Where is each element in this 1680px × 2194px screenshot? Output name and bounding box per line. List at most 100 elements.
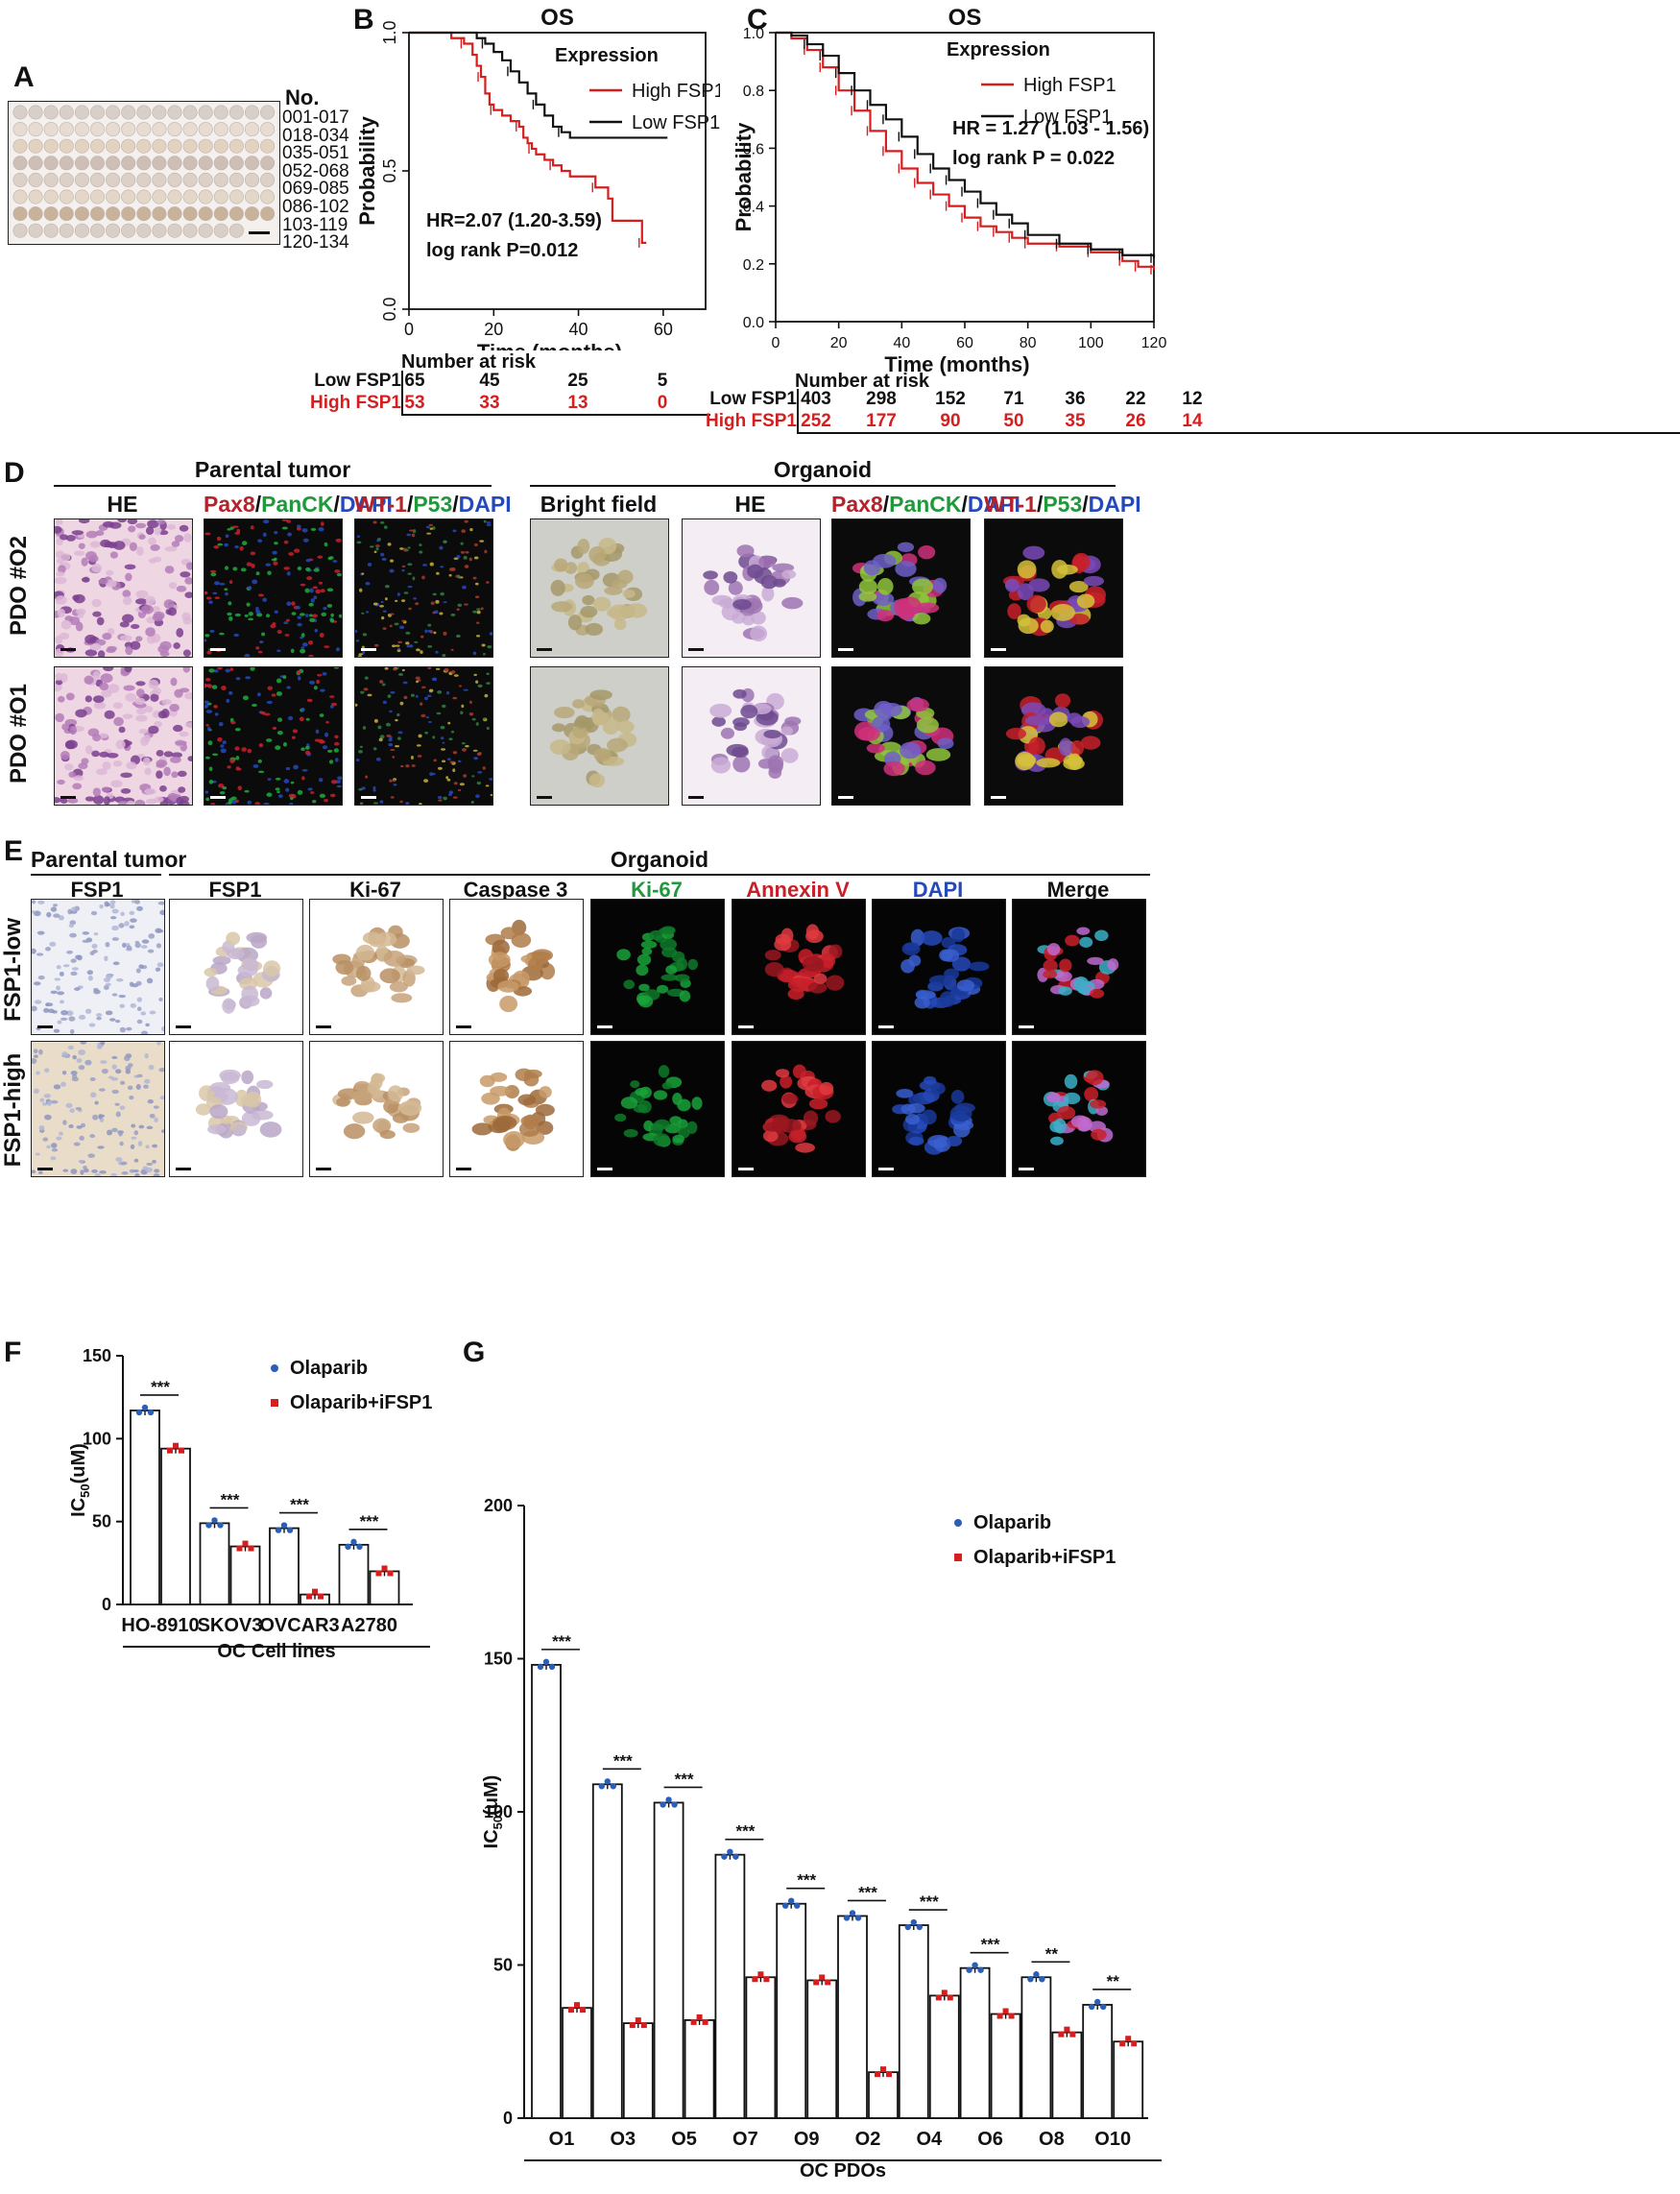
data-point — [696, 2013, 703, 2020]
tma-core — [167, 105, 182, 120]
tma-row-label: 086-102 — [282, 196, 349, 217]
risk-count: 35 — [1065, 411, 1086, 431]
scale-bar — [878, 1168, 894, 1170]
tma-core — [228, 156, 244, 171]
data-point — [548, 1663, 556, 1671]
risk-count: 13 — [567, 393, 588, 413]
panel-letter-d: D — [4, 457, 25, 489]
legend-title: Expression — [947, 39, 1050, 60]
tma-core — [106, 122, 121, 137]
tma-core — [136, 105, 152, 120]
tma-core — [198, 105, 213, 120]
bar — [1113, 2040, 1144, 2119]
data-point — [312, 1588, 318, 1595]
scale-bar — [878, 1025, 894, 1028]
tma-core — [59, 138, 74, 154]
legend-swatch — [271, 1399, 278, 1407]
data-point — [721, 1853, 728, 1860]
risk-count: 71 — [1003, 389, 1024, 409]
bar — [837, 1915, 868, 2119]
risk-count: 53 — [404, 393, 425, 413]
scale-bar — [838, 648, 853, 651]
y-tick-label: 0.6 — [743, 141, 764, 157]
data-point — [904, 1923, 911, 1931]
tma-core — [260, 156, 276, 171]
tma-core — [198, 138, 213, 154]
bar — [531, 1663, 562, 2119]
data-point — [875, 2071, 880, 2078]
tma-core — [245, 189, 260, 205]
risk-count: 36 — [1065, 389, 1086, 409]
y-axis-label: IC50(uM) — [481, 1775, 505, 1849]
data-point — [580, 2007, 586, 2013]
x-tick-label: O7 — [732, 2129, 758, 2150]
tma-core — [90, 223, 106, 238]
tma-core — [260, 189, 276, 205]
tma-core — [213, 206, 228, 222]
scale-bar — [738, 1025, 754, 1028]
data-point — [135, 1409, 143, 1416]
x-tick-label: 120 — [1141, 335, 1167, 351]
tma-core — [90, 138, 106, 154]
tma-core — [260, 105, 276, 120]
data-point — [242, 1540, 249, 1547]
data-point — [610, 1783, 616, 1790]
scale-bar — [838, 796, 853, 799]
significance-label: *** — [360, 1512, 379, 1531]
x-tick-label: 0 — [404, 320, 414, 339]
tma-core — [43, 122, 59, 137]
bar — [369, 1570, 400, 1605]
tma-core — [245, 138, 260, 154]
significance-label: *** — [797, 1871, 816, 1890]
d-col-stain1-organoid: Pax8/PanCK/DAPI — [831, 492, 1020, 517]
d-col-stain2-parental: WT-1/P53/DAPI — [354, 492, 512, 517]
tma-core — [43, 105, 59, 120]
d-col-he-organoid: HE — [734, 492, 766, 517]
legend-label: Olaparib+iFSP1 — [973, 1547, 1116, 1568]
panel-letter-b: B — [353, 4, 374, 36]
micrograph-e — [732, 1041, 866, 1177]
risk-count: 403 — [801, 389, 831, 409]
y-tick-label: 0.0 — [743, 315, 764, 331]
y-tick-label: 100 — [83, 1429, 111, 1448]
scale-bar — [738, 1168, 754, 1170]
tma-core — [121, 206, 136, 222]
tma-row-label: 069-085 — [282, 179, 349, 200]
x-axis-label: Time (months) — [477, 340, 622, 350]
scale-bar — [37, 1168, 53, 1170]
scale-bar — [176, 1025, 191, 1028]
significance-label: *** — [221, 1490, 240, 1508]
data-point — [604, 1778, 611, 1785]
d-row-label-o2: PDO #O2 — [6, 535, 32, 637]
y-tick-label: 0.5 — [380, 158, 399, 182]
bar — [1051, 2031, 1083, 2119]
data-point — [1119, 2040, 1126, 2047]
data-point — [794, 1902, 801, 1909]
data-point — [1064, 2026, 1070, 2033]
panel-letter-c: C — [747, 4, 768, 36]
tma-core — [136, 156, 152, 171]
tma-core — [12, 206, 28, 222]
data-point — [345, 1543, 351, 1551]
scale-bar — [688, 648, 704, 651]
survival-curve — [409, 31, 647, 244]
tma-core — [152, 172, 167, 187]
bar — [229, 1545, 261, 1605]
tma-core — [245, 105, 260, 120]
scale-bar — [456, 1025, 471, 1028]
micrograph-d — [204, 666, 343, 806]
d-divider-organoid — [530, 485, 1116, 487]
data-point — [635, 2017, 641, 2024]
micrograph-e — [732, 899, 866, 1035]
tma-core — [12, 223, 28, 238]
tma-core — [228, 105, 244, 120]
tma-core — [182, 122, 198, 137]
survival-curve — [776, 31, 1156, 258]
tma-core — [106, 189, 121, 205]
y-tick-label: 0.4 — [743, 200, 764, 216]
x-tick-label: 60 — [654, 320, 673, 339]
data-point — [813, 1979, 820, 1986]
data-point — [977, 1966, 984, 1973]
x-tick-label: O8 — [1039, 2129, 1065, 2150]
y-tick-label: 100 — [484, 1802, 513, 1821]
